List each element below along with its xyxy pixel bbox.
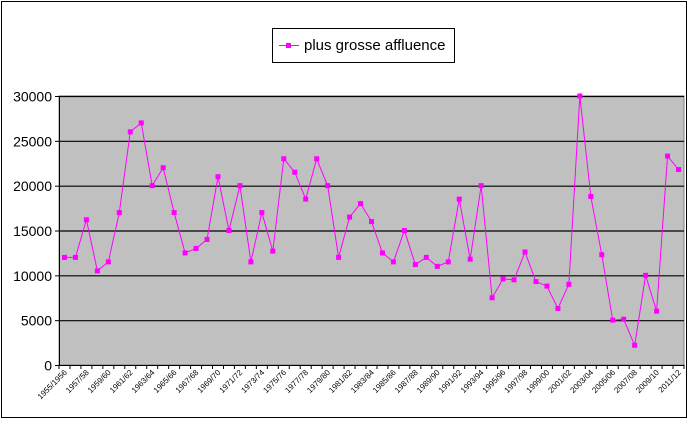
data-point bbox=[105, 259, 111, 265]
data-point bbox=[412, 262, 418, 268]
data-point bbox=[347, 214, 353, 220]
data-point bbox=[544, 283, 550, 289]
data-point bbox=[149, 183, 155, 189]
data-point bbox=[489, 295, 495, 301]
data-point bbox=[72, 254, 78, 260]
data-point bbox=[379, 250, 385, 256]
x-tick-label: 1955/1956 bbox=[36, 368, 69, 401]
data-point bbox=[467, 256, 473, 262]
y-tick-label: 20000 bbox=[13, 178, 52, 194]
data-point bbox=[336, 254, 342, 260]
data-point bbox=[226, 228, 232, 233]
data-point bbox=[160, 165, 166, 171]
data-point bbox=[61, 254, 67, 260]
y-tick-label: 0 bbox=[44, 358, 52, 374]
y-tick-label: 5000 bbox=[21, 313, 52, 329]
legend: plus grosse affluence bbox=[272, 28, 455, 63]
data-point bbox=[237, 183, 243, 189]
data-point bbox=[259, 210, 265, 216]
data-point bbox=[401, 228, 407, 233]
data-point bbox=[314, 156, 320, 162]
data-point bbox=[566, 281, 572, 287]
data-point bbox=[193, 245, 199, 251]
data-point bbox=[588, 193, 594, 199]
data-point bbox=[182, 250, 188, 256]
data-point bbox=[303, 196, 309, 202]
data-point bbox=[358, 201, 364, 207]
data-point bbox=[204, 236, 210, 242]
legend-label: plus grosse affluence bbox=[304, 37, 446, 54]
data-point bbox=[621, 316, 627, 322]
data-point bbox=[522, 249, 528, 255]
data-point bbox=[116, 210, 122, 216]
data-point bbox=[138, 120, 144, 126]
data-point bbox=[445, 259, 451, 265]
data-point bbox=[325, 183, 331, 189]
data-point bbox=[533, 279, 539, 285]
data-point bbox=[390, 259, 396, 265]
y-tick-label: 30000 bbox=[13, 89, 52, 105]
y-tick-label: 15000 bbox=[13, 223, 52, 239]
data-point bbox=[248, 259, 254, 265]
data-point bbox=[94, 268, 100, 274]
data-point bbox=[577, 93, 583, 99]
data-point bbox=[599, 252, 605, 258]
x-tick-label: 2011/12 bbox=[657, 368, 684, 395]
data-point bbox=[127, 129, 133, 135]
data-point bbox=[292, 169, 298, 175]
data-point bbox=[478, 183, 484, 189]
data-point bbox=[369, 219, 374, 225]
data-point bbox=[281, 156, 287, 162]
y-tick-label: 10000 bbox=[13, 268, 52, 284]
data-point bbox=[610, 317, 616, 323]
data-point bbox=[456, 196, 462, 202]
data-point bbox=[500, 276, 506, 282]
y-tick-label: 25000 bbox=[13, 133, 52, 149]
data-point bbox=[654, 308, 660, 314]
data-point bbox=[215, 174, 221, 180]
data-point bbox=[511, 277, 517, 283]
data-point bbox=[171, 210, 177, 216]
data-point bbox=[270, 248, 276, 254]
x-tick-label: 2009/10 bbox=[634, 368, 661, 395]
data-point bbox=[423, 254, 429, 260]
data-point bbox=[643, 272, 649, 278]
data-point bbox=[665, 153, 671, 159]
data-point bbox=[676, 167, 682, 173]
data-point bbox=[555, 306, 561, 312]
data-point bbox=[83, 217, 89, 223]
legend-line-marker-icon bbox=[279, 41, 299, 51]
data-point bbox=[434, 263, 440, 269]
data-point bbox=[632, 342, 638, 348]
